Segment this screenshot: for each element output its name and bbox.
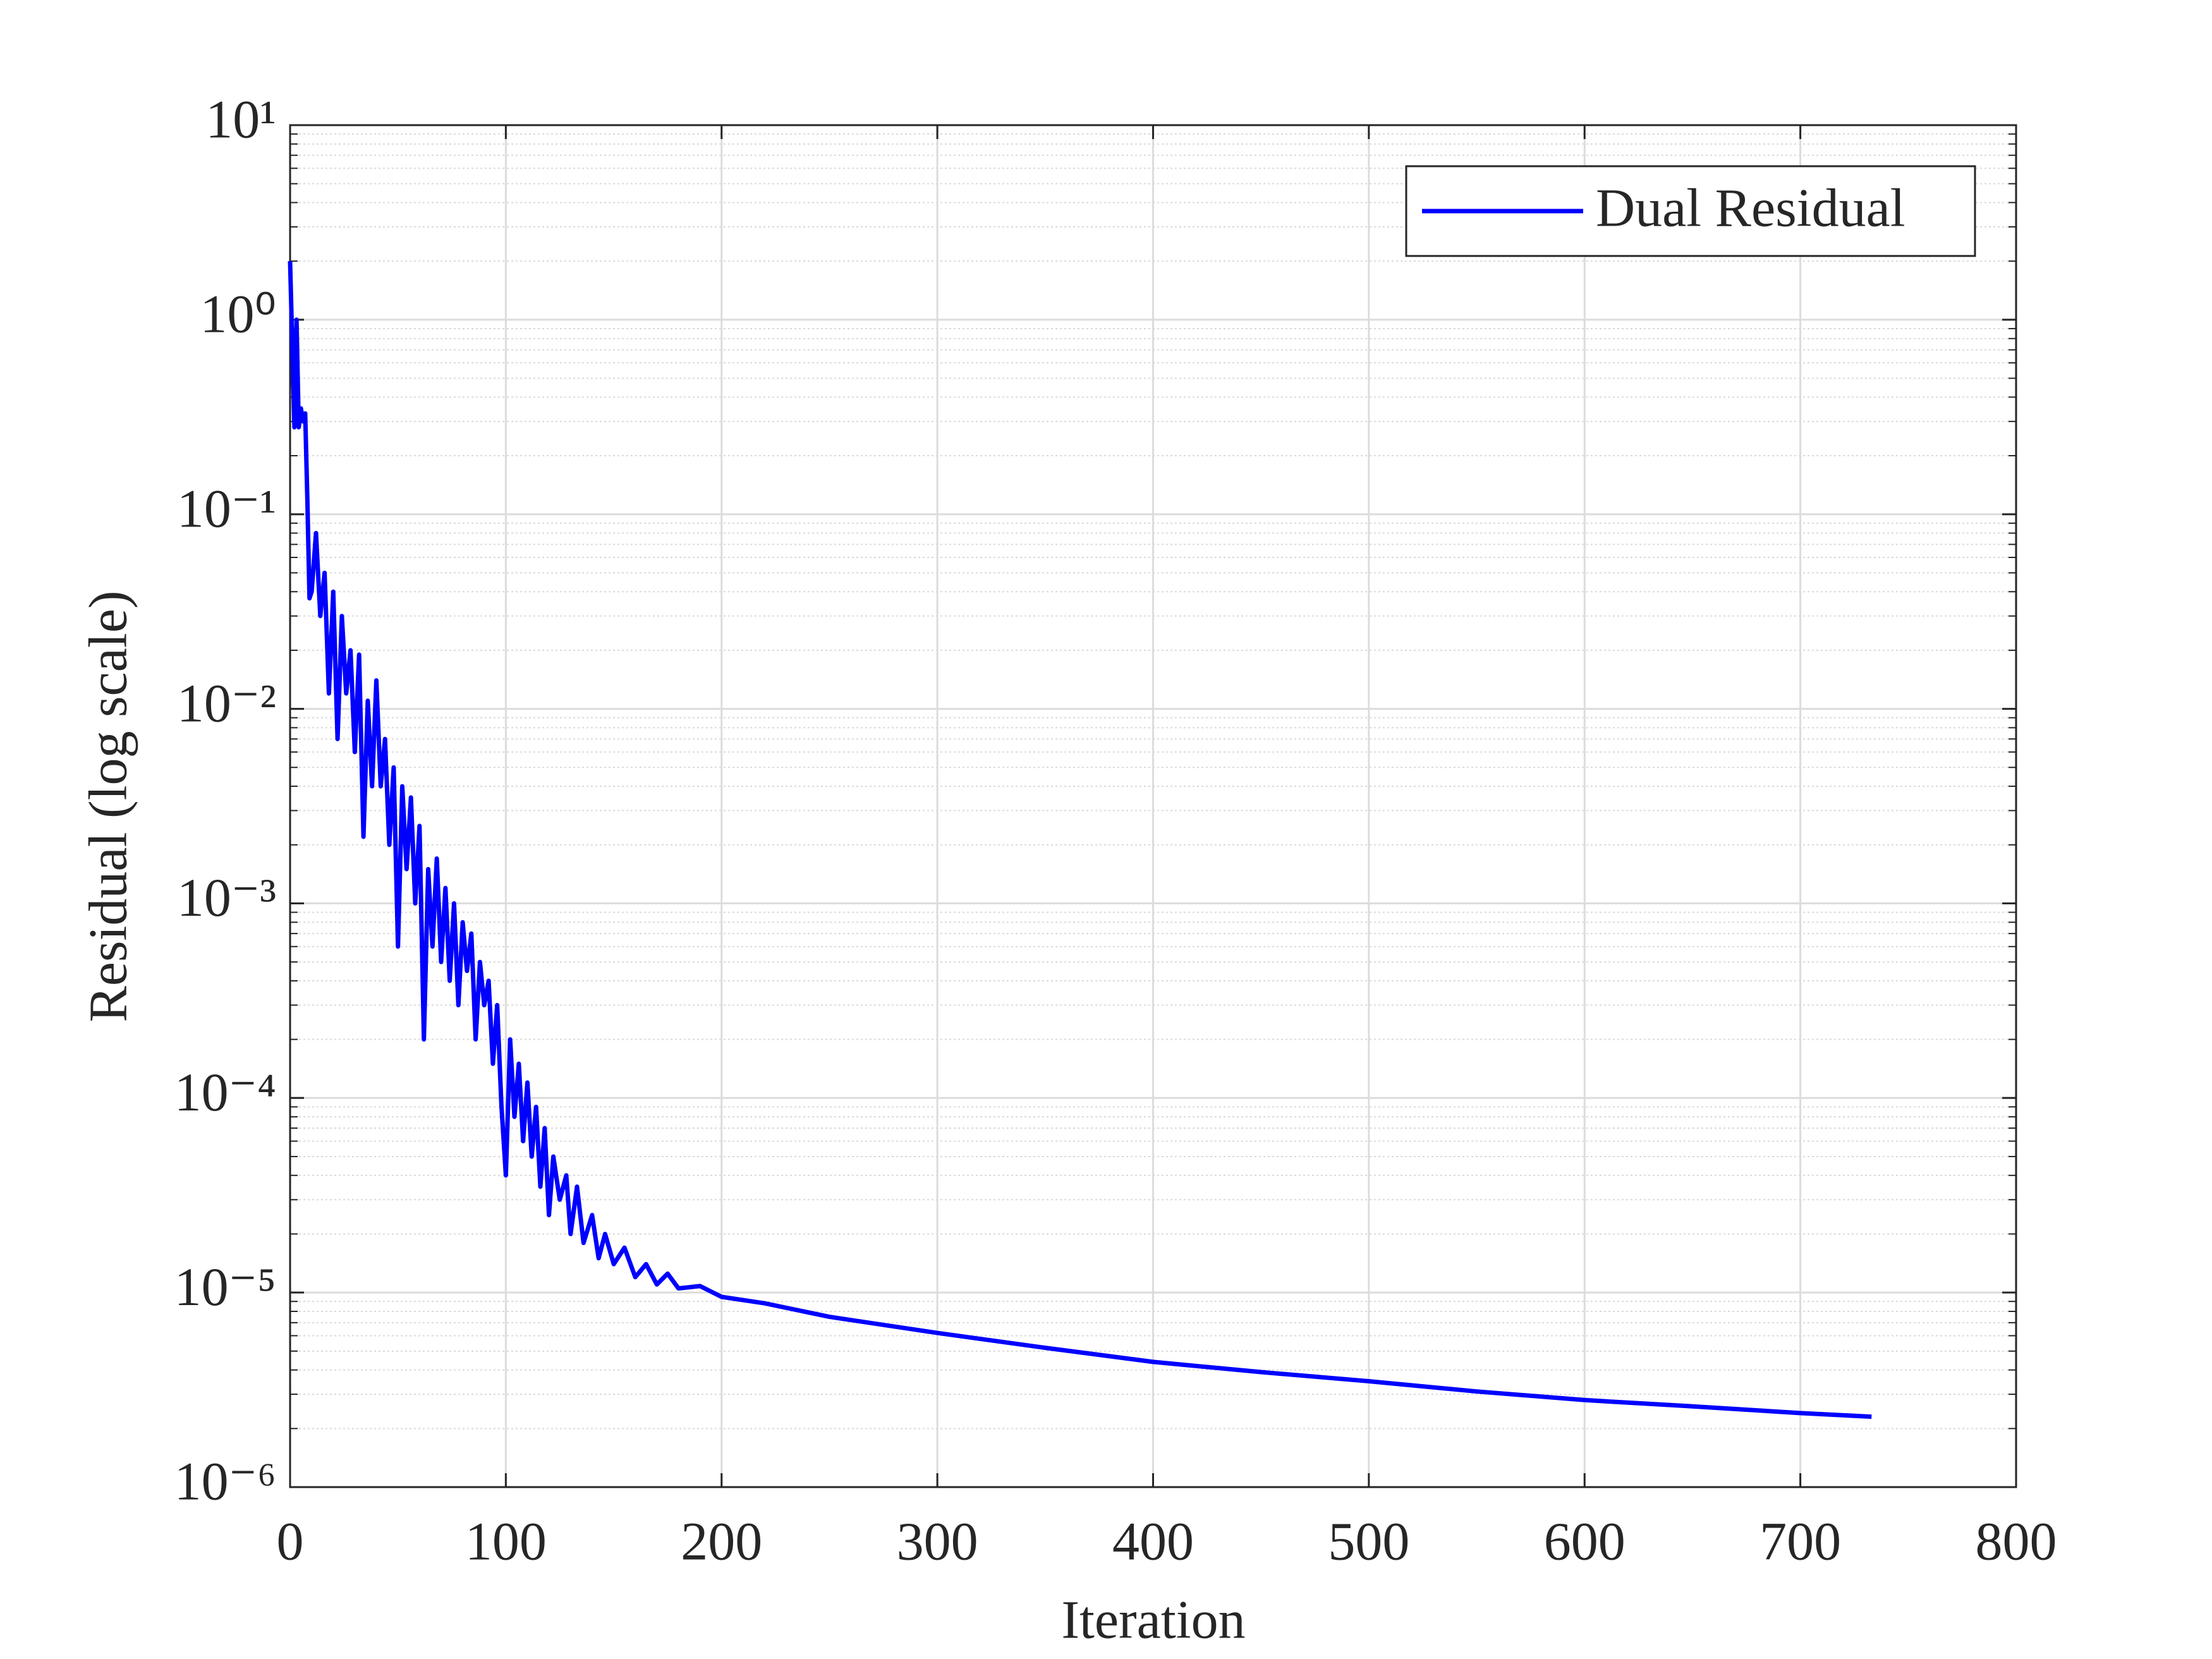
y-tick-label: 10¹: [205, 89, 276, 150]
x-tick-label: 0: [277, 1511, 304, 1572]
x-tick-label: 500: [1328, 1511, 1409, 1572]
plot-frame: [289, 124, 2017, 1488]
y-tick-label: 10⁻²: [177, 672, 276, 733]
legend-label: Dual Residual: [1596, 178, 1905, 238]
x-tick-label: 600: [1544, 1511, 1626, 1572]
y-tick-label: 10⁻³: [177, 867, 276, 928]
x-tick-label: 400: [1112, 1511, 1194, 1572]
x-tick-label: 300: [897, 1511, 978, 1572]
x-tick-label: 100: [465, 1511, 547, 1572]
y-tick-label: 10⁻⁴: [174, 1062, 276, 1122]
y-tick-label: 10⁻¹: [177, 478, 276, 538]
data-line: [288, 261, 1872, 1419]
x-axis-label: Iteration: [1061, 1589, 1245, 1650]
y-tick-label: 10⁰: [200, 284, 276, 344]
y-tick-label: 10⁻⁶: [174, 1451, 276, 1512]
x-tick-label: 700: [1759, 1511, 1841, 1572]
x-tick-label: 800: [1976, 1511, 2057, 1572]
y-tick-label: 10⁻⁵: [174, 1256, 276, 1317]
x-tick-label: 200: [681, 1511, 762, 1572]
y-axis-label: Residual (log scale): [78, 590, 138, 1022]
